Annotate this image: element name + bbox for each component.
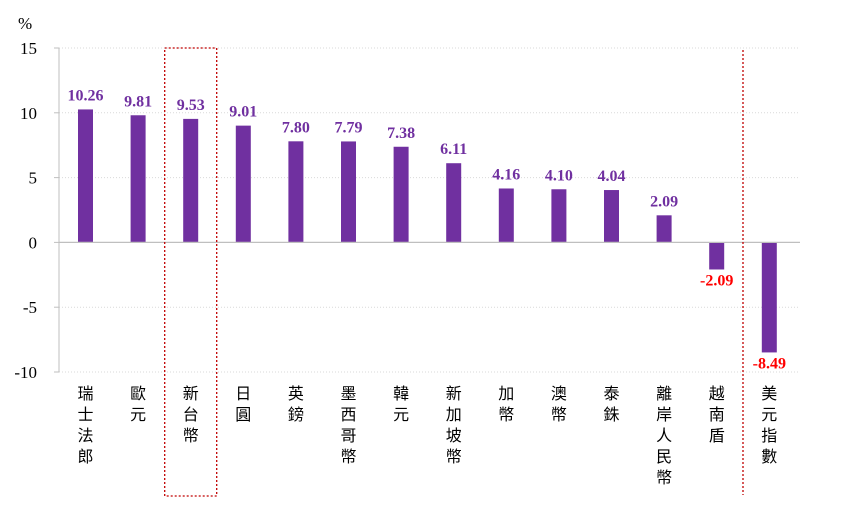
bar [551,189,567,243]
category-label: 歐元 [130,384,146,424]
bar [183,118,199,243]
y-tick-label: -10 [14,363,37,382]
category-label: 日圓 [235,384,251,424]
gridlines [59,47,800,373]
category-label: 澳幣 [551,384,567,424]
data-label: 4.10 [545,167,573,184]
bar [709,242,725,270]
category-label: 泰銖 [603,384,619,424]
category-label: 英鎊 [288,384,304,424]
category-label: 美元指數 [761,384,777,466]
category-label: 韓元 [393,384,409,424]
bar [656,215,672,243]
category-label: 越南盾 [709,384,725,445]
y-axis-ticks: 15 10 5 0 -5 -10 [14,39,59,382]
y-tick-label: 5 [29,169,38,188]
data-label: 4.16 [492,166,520,183]
data-label: 7.79 [335,119,363,136]
bar [130,115,146,243]
bar [235,125,251,243]
data-label: 10.26 [68,87,104,104]
bar [341,141,356,243]
data-label: 4.04 [598,168,626,185]
category-label: 加幣 [498,384,514,424]
data-label: 7.80 [282,119,310,136]
bar [393,146,409,243]
data-label: 9.81 [124,93,152,110]
data-label: 9.53 [177,97,205,114]
y-tick-label: 15 [20,39,37,58]
y-tick-label: -5 [23,298,37,317]
data-label: 2.09 [650,193,678,210]
bar [78,109,93,243]
bar [761,242,777,353]
bars [78,109,777,353]
y-tick-label: 10 [20,104,37,123]
data-label: 6.11 [440,141,467,158]
highlight-box-new-taiwan-dollar [164,47,218,497]
category-label: 新加坡幣 [446,384,462,466]
category-label: 瑞士法郎 [77,384,93,466]
y-axis-unit-label: % [18,14,32,33]
data-label: 7.38 [387,125,415,142]
data-label: -8.49 [753,355,786,372]
category-label: 墨西哥幣 [340,384,356,466]
bar [498,188,514,243]
category-label: 新台幣 [183,384,199,445]
bar [288,141,304,243]
data-label: -2.09 [700,272,733,289]
data-label: 9.01 [229,104,257,121]
category-label: 離岸人民幣 [656,384,672,487]
bar [446,163,462,243]
bar [604,190,619,243]
data-labels: 10.26 9.81 9.53 9.01 7.80 7.79 7.38 6.11 4.16 4.1… [68,87,786,372]
y-tick-label: 0 [29,233,38,252]
